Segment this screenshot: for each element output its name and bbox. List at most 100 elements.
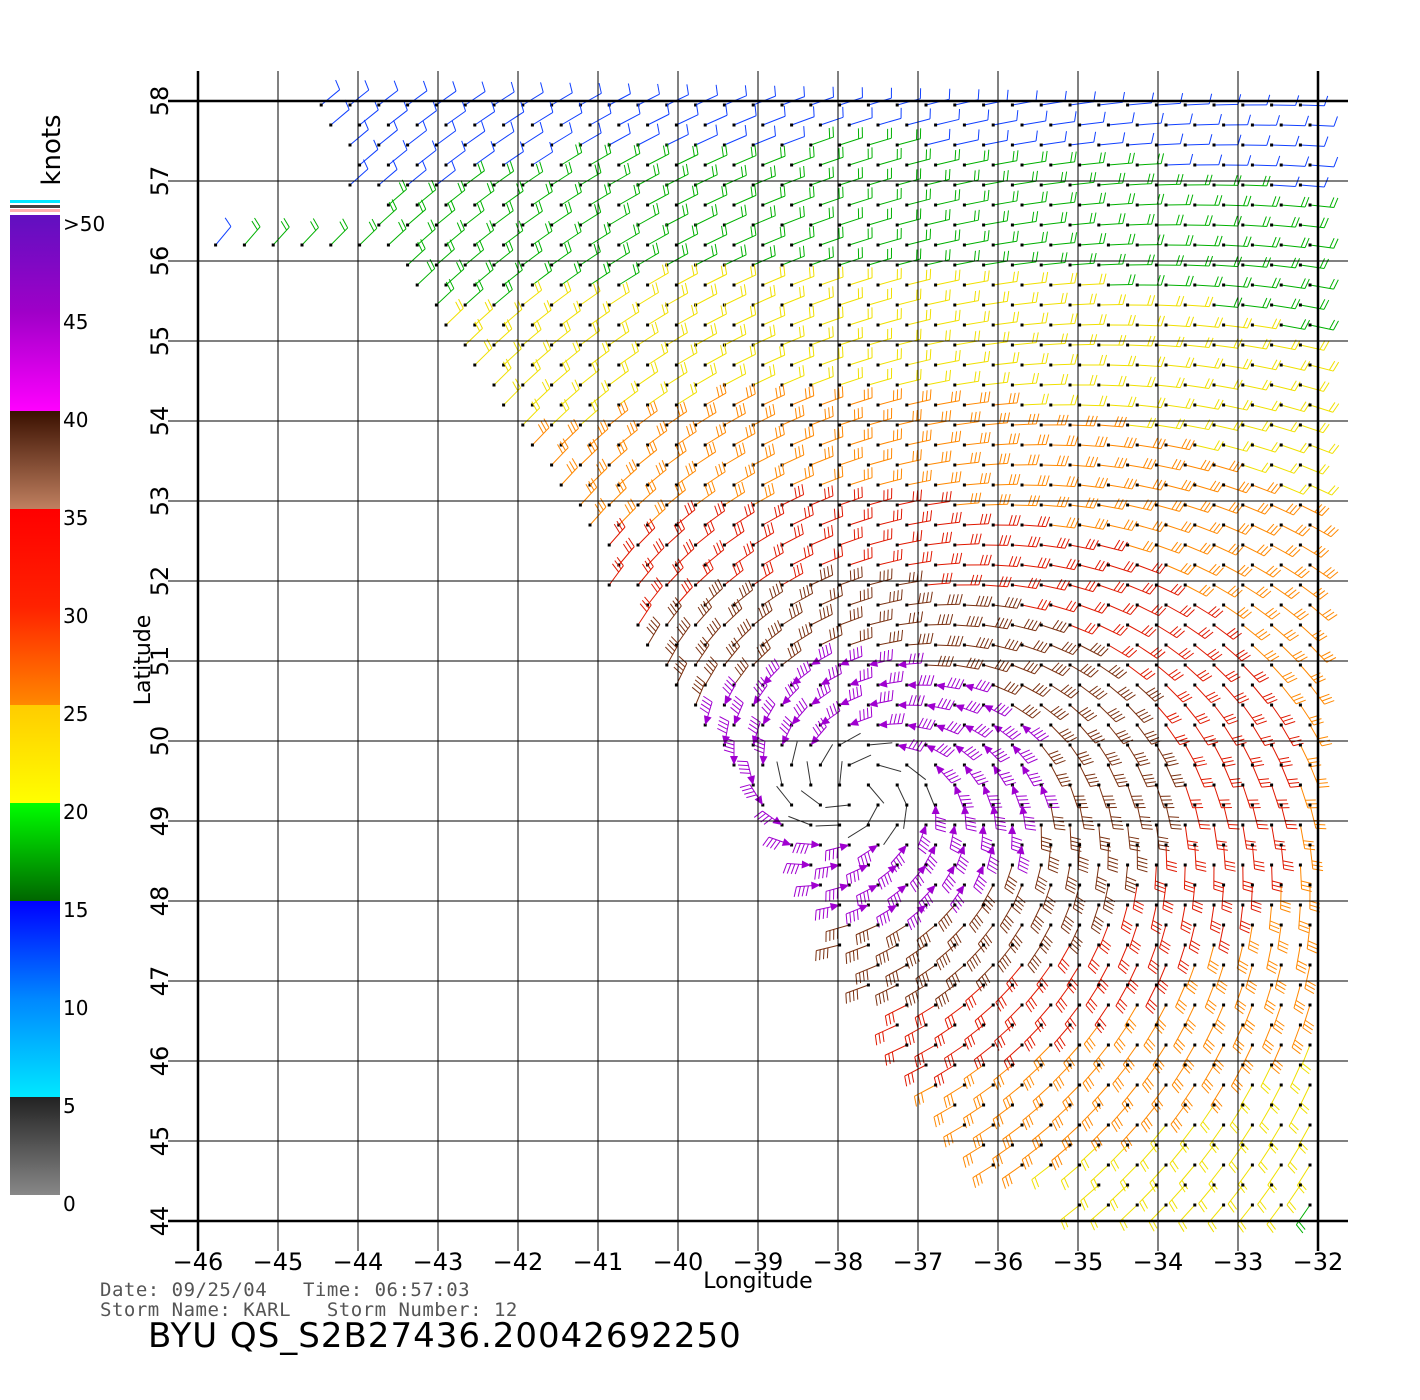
wind-barb [1039,743,1066,765]
wind-barb [1150,903,1163,934]
wind-barb [1057,943,1072,974]
wind-barb [1078,273,1107,287]
wind-barb [1025,983,1043,1013]
wind-barb [838,486,863,507]
wind-barb [780,126,805,147]
wind-barb [1087,943,1101,975]
wind-barb [1279,723,1304,747]
wind-barb [1149,1163,1168,1192]
wind-barb [761,344,786,367]
wind-barb [694,636,710,667]
colorbar-segment [10,411,60,509]
wind-barb [790,186,815,207]
wind-barb [953,290,981,307]
wind-barb [242,217,261,247]
wind-barb [876,428,903,447]
wind-barb [1212,215,1242,227]
wind-barb [1126,623,1157,638]
wind-barb [559,261,582,287]
wind-barb [751,205,776,227]
wind-barb [1020,110,1048,127]
wind-barb [1097,539,1128,552]
wind-barb [982,412,1011,427]
wind-barb [790,741,798,767]
wind-barb [386,219,407,247]
wind-barb [1039,662,1071,677]
wind-barb [530,339,552,367]
wind-barb [1126,663,1156,680]
wind-barb [936,943,957,971]
wind-barb [847,706,873,727]
wind-barb [1193,114,1222,127]
wind-barb [1270,503,1301,516]
wind-barb [1039,703,1069,721]
wind-barb [665,124,689,147]
wind-barb [492,319,513,347]
wind-barb [1222,563,1253,577]
wind-barb [780,444,805,467]
wind-barb [1115,983,1130,1014]
wind-barb [665,203,689,227]
wind-barb [444,298,464,327]
wind-barb [847,626,873,647]
wind-barb [617,182,641,207]
wind-barb [1097,294,1127,307]
wind-barb [1039,373,1069,387]
wind-barb [1152,1043,1168,1074]
wind-barb [636,479,657,507]
y-tick-label: 47 [146,966,174,997]
wind-barb [991,596,1022,609]
wind-barb [588,458,608,487]
wind-barb [1298,583,1329,600]
wind-barb [1106,519,1138,531]
wind-barb [991,271,1019,287]
x-tick-label: −40 [653,1248,704,1276]
wind-barb [1124,863,1137,894]
wind-barb [271,218,290,247]
wind-barb [1111,1103,1130,1133]
wind-barb [1290,1063,1302,1095]
wind-barb [1191,883,1204,914]
wind-barb [1298,258,1330,269]
wind-barb [1250,359,1282,371]
wind-barb [1241,379,1272,391]
wind-barb [934,677,965,691]
wind-barb [895,328,922,347]
wind-barb [665,597,682,627]
wind-barb [953,533,982,547]
wind-barb [1183,783,1204,809]
wind-barb [1120,903,1133,935]
wind-barb [1222,155,1252,167]
wind-barb [1183,459,1215,472]
wind-barb [1266,943,1278,974]
wind-barb [415,100,437,127]
wind-barb [895,368,922,387]
wind-barb [1119,1203,1139,1231]
wind-barb [818,584,843,607]
wind-barb [1177,943,1190,975]
wind-barb [1193,763,1215,788]
wind-barb [876,228,902,247]
wind-barb [982,129,1009,147]
wind-barb [607,517,626,547]
wind-barb [866,803,880,827]
wind-barb [1250,400,1282,412]
wind-barb [1065,863,1078,894]
x-tick-label: −44 [333,1248,384,1276]
wind-barb [1250,843,1265,872]
wind-barb [1078,395,1108,407]
wind-barb [406,199,427,227]
wind-barb [847,147,873,167]
wind-barb [1250,236,1281,248]
wind-barb [962,310,990,327]
wind-barb [1288,1103,1302,1134]
wind-barb [982,617,1013,630]
wind-barb [1222,683,1250,704]
wind-barb [1270,543,1301,558]
wind-barb [1175,983,1188,1015]
wind-barb [961,803,977,832]
wind-barb [550,438,569,467]
wind-barb [1222,843,1236,872]
wind-barb [904,1023,928,1047]
wind-barb [1279,643,1308,663]
